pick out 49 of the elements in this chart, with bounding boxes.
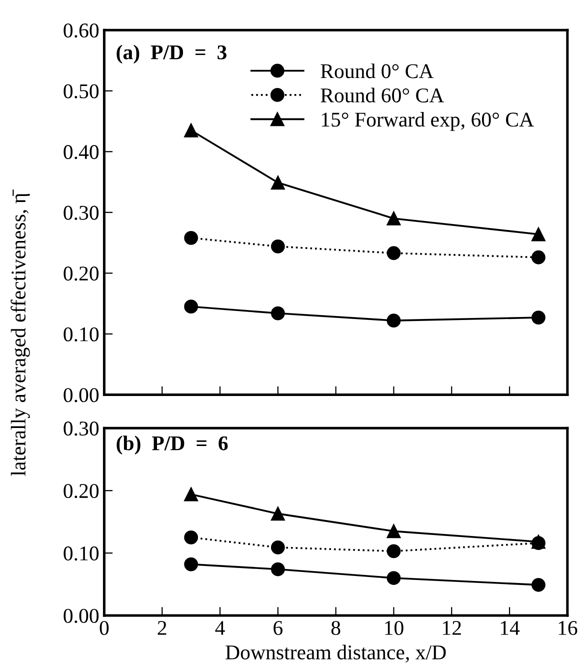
x-tick-label: 4 (215, 621, 225, 635)
point (184, 300, 198, 314)
point (270, 176, 285, 190)
y-axis-title: laterally averaged effectiveness, η̄ (10, 190, 30, 476)
y-tick-label: 0.10 (64, 546, 99, 561)
point (386, 544, 401, 558)
y-tick-label: 0.00 (64, 388, 99, 402)
annotation: (a) P/D = 3 (116, 44, 226, 64)
point (386, 314, 401, 328)
y-tick-label: 0.20 (64, 266, 99, 281)
x-tick-label: 2 (158, 621, 166, 635)
legend-label: Round 0° CA (320, 64, 434, 78)
y-tick-label: 0.20 (64, 484, 99, 498)
point (532, 250, 546, 264)
x-axis-title: Downstream distance, x/D (226, 644, 446, 662)
x-tick-label: 16 (558, 621, 578, 636)
y-tick-label: 0.60 (64, 23, 99, 38)
point (532, 227, 546, 242)
y-tick-label: 0.30 (64, 206, 99, 220)
point (386, 571, 401, 585)
x-tick-label: 10 (385, 620, 404, 636)
y-tick-label: 0.40 (64, 145, 99, 160)
point (270, 540, 285, 554)
y-tick-label: 0.00 (64, 608, 99, 624)
point (184, 487, 198, 502)
x-tick-label: 12 (443, 621, 461, 635)
x-tick-label: 0 (100, 620, 109, 636)
point (184, 557, 198, 572)
annotation: (b) P/D = 6 (116, 436, 228, 455)
point (270, 306, 285, 320)
legend-label: Round 60° CA (320, 88, 444, 102)
point (270, 506, 285, 521)
x-tick-label: 14 (500, 621, 520, 635)
y-tick-label: 0.10 (64, 327, 99, 342)
x-tick-label: 6 (274, 621, 283, 636)
y-tick-label: 0.30 (64, 422, 99, 436)
point (386, 246, 401, 260)
point (386, 212, 401, 226)
x-tick-label: 8 (331, 620, 340, 636)
point (184, 230, 198, 245)
point (270, 239, 285, 254)
y-tick-label: 0.50 (64, 84, 99, 98)
point (270, 562, 285, 576)
legend-label: 15° Forward exp, 60° CA (322, 112, 534, 131)
point (386, 524, 401, 538)
point (532, 310, 546, 324)
point (532, 578, 546, 592)
point (184, 123, 198, 138)
point (184, 530, 198, 544)
